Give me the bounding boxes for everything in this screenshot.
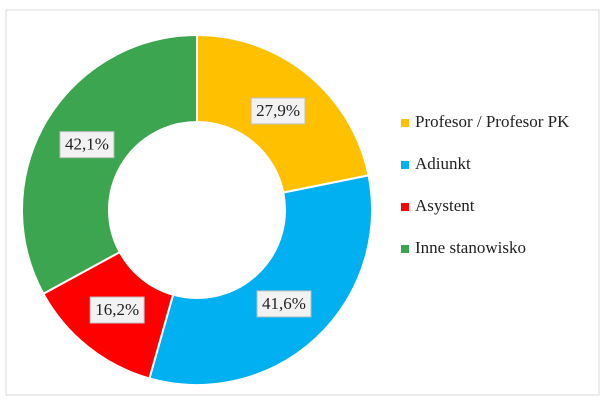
donut-slice bbox=[148, 174, 373, 386]
data-label-box bbox=[250, 97, 306, 125]
legend-marker bbox=[401, 203, 409, 211]
data-label: 42,1% bbox=[65, 135, 109, 154]
data-label-box bbox=[59, 131, 115, 159]
data-label-box bbox=[256, 290, 312, 318]
legend-marker bbox=[401, 161, 409, 169]
data-label: 16,2% bbox=[95, 300, 139, 319]
donut-slice bbox=[21, 33, 198, 296]
data-label-box bbox=[89, 296, 145, 324]
legend-marker bbox=[401, 245, 409, 253]
legend-label: Asystent bbox=[415, 196, 475, 215]
data-label: 27,9% bbox=[256, 101, 300, 120]
legend-label: Profesor / Profesor PK bbox=[415, 112, 570, 131]
data-label: 41,6% bbox=[262, 294, 306, 313]
legend-label: Adiunkt bbox=[415, 154, 471, 173]
legend-marker bbox=[401, 119, 409, 127]
legend-label: Inne stanowisko bbox=[415, 238, 526, 257]
